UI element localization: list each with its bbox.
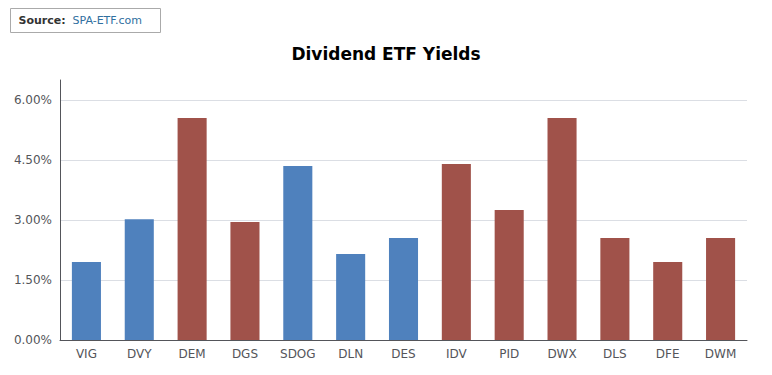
svg-text:4.50%: 4.50% — [14, 153, 52, 167]
svg-text:DEM: DEM — [179, 347, 206, 361]
svg-text:0.00%: 0.00% — [14, 333, 52, 347]
svg-text:DES: DES — [391, 347, 415, 361]
svg-text:SPA-ETF.com: SPA-ETF.com — [73, 14, 142, 27]
svg-text:DLS: DLS — [603, 347, 627, 361]
svg-text:Dividend ETF Yields: Dividend ETF Yields — [291, 44, 480, 64]
svg-text:DWM: DWM — [705, 347, 736, 361]
svg-text:IDV: IDV — [446, 347, 468, 361]
svg-text:DVY: DVY — [127, 347, 152, 361]
svg-text:6.00%: 6.00% — [14, 93, 52, 107]
svg-text:3.00%: 3.00% — [14, 213, 52, 227]
svg-text:DWX: DWX — [547, 347, 576, 361]
svg-text:DFE: DFE — [656, 347, 680, 361]
svg-text:SDOG: SDOG — [280, 347, 316, 361]
svg-text:DLN: DLN — [338, 347, 363, 361]
svg-text:PID: PID — [499, 347, 519, 361]
svg-text:Source:: Source: — [19, 14, 66, 27]
svg-text:DGS: DGS — [232, 347, 258, 361]
svg-text:1.50%: 1.50% — [14, 273, 52, 287]
svg-text:VIG: VIG — [76, 347, 97, 361]
